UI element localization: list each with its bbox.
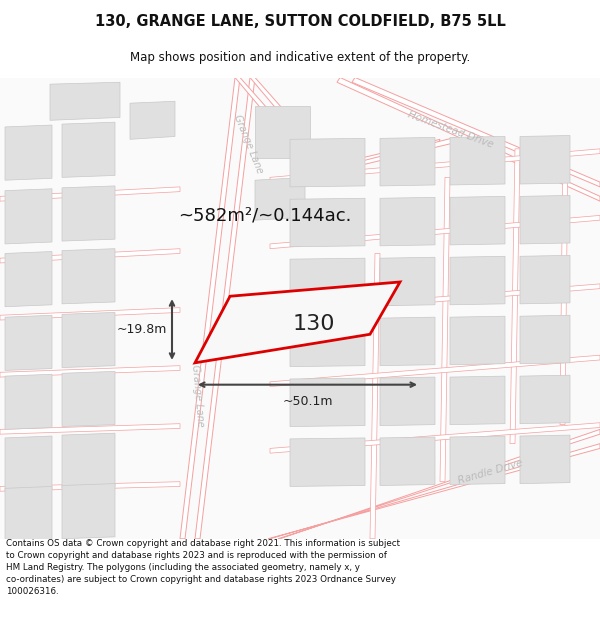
Polygon shape: [62, 312, 115, 368]
Text: Contains OS data © Crown copyright and database right 2021. This information is : Contains OS data © Crown copyright and d…: [6, 539, 400, 596]
Polygon shape: [290, 258, 365, 307]
Polygon shape: [520, 435, 570, 484]
Polygon shape: [250, 78, 335, 172]
Text: ~582m²/~0.144ac.: ~582m²/~0.144ac.: [178, 206, 352, 224]
Polygon shape: [0, 187, 180, 201]
Polygon shape: [50, 82, 120, 120]
Polygon shape: [5, 125, 52, 180]
Polygon shape: [180, 78, 240, 539]
Polygon shape: [5, 436, 52, 491]
Polygon shape: [270, 355, 600, 387]
Polygon shape: [5, 374, 52, 429]
Polygon shape: [560, 139, 568, 424]
Polygon shape: [62, 122, 115, 177]
Polygon shape: [520, 196, 570, 244]
Polygon shape: [0, 424, 180, 434]
Polygon shape: [270, 149, 600, 182]
Polygon shape: [62, 484, 115, 539]
Text: ~19.8m: ~19.8m: [116, 323, 167, 336]
Polygon shape: [520, 256, 570, 304]
Polygon shape: [380, 377, 435, 426]
Polygon shape: [450, 376, 505, 424]
Polygon shape: [520, 375, 570, 424]
Polygon shape: [5, 251, 52, 307]
Polygon shape: [450, 316, 505, 365]
Polygon shape: [370, 254, 380, 539]
Polygon shape: [290, 318, 365, 367]
Polygon shape: [380, 258, 435, 306]
Polygon shape: [520, 315, 570, 364]
Polygon shape: [352, 78, 600, 187]
Polygon shape: [62, 186, 115, 241]
Polygon shape: [268, 444, 600, 539]
Polygon shape: [62, 371, 115, 426]
Polygon shape: [380, 317, 435, 366]
Polygon shape: [380, 198, 435, 246]
Polygon shape: [235, 78, 320, 172]
Polygon shape: [5, 189, 52, 244]
Polygon shape: [440, 177, 450, 482]
Polygon shape: [450, 436, 505, 484]
Polygon shape: [337, 78, 600, 201]
Polygon shape: [0, 366, 180, 377]
Polygon shape: [520, 136, 570, 184]
Text: Grange Lane: Grange Lane: [190, 364, 206, 428]
Polygon shape: [270, 284, 600, 315]
Text: Homestead Drive: Homestead Drive: [406, 109, 494, 150]
Polygon shape: [450, 136, 505, 185]
Text: 130: 130: [293, 314, 335, 334]
Text: Map shows position and indicative extent of the property.: Map shows position and indicative extent…: [130, 51, 470, 64]
Polygon shape: [5, 315, 52, 371]
Polygon shape: [278, 429, 600, 539]
Polygon shape: [510, 149, 520, 444]
Polygon shape: [255, 177, 305, 220]
Text: 130, GRANGE LANE, SUTTON COLDFIELD, B75 5LL: 130, GRANGE LANE, SUTTON COLDFIELD, B75 …: [95, 14, 505, 29]
Polygon shape: [290, 198, 365, 247]
Polygon shape: [62, 249, 115, 304]
Polygon shape: [0, 249, 180, 263]
Polygon shape: [380, 437, 435, 486]
Text: Randle Drive: Randle Drive: [457, 458, 524, 486]
Polygon shape: [450, 196, 505, 245]
Polygon shape: [0, 482, 180, 491]
Polygon shape: [240, 296, 368, 353]
Polygon shape: [5, 486, 52, 542]
Polygon shape: [290, 378, 365, 426]
Polygon shape: [290, 138, 365, 187]
Polygon shape: [255, 106, 310, 158]
Polygon shape: [130, 101, 175, 139]
Polygon shape: [450, 256, 505, 305]
Polygon shape: [195, 282, 400, 362]
Polygon shape: [62, 433, 115, 488]
Text: Grange Lane: Grange Lane: [232, 113, 265, 175]
Polygon shape: [0, 308, 180, 320]
Polygon shape: [270, 216, 600, 249]
Text: ~50.1m: ~50.1m: [282, 395, 333, 408]
Polygon shape: [0, 78, 600, 539]
Polygon shape: [380, 138, 435, 186]
Polygon shape: [290, 438, 365, 486]
Polygon shape: [330, 138, 455, 172]
Polygon shape: [195, 78, 255, 539]
Polygon shape: [315, 139, 440, 172]
Polygon shape: [270, 422, 600, 453]
